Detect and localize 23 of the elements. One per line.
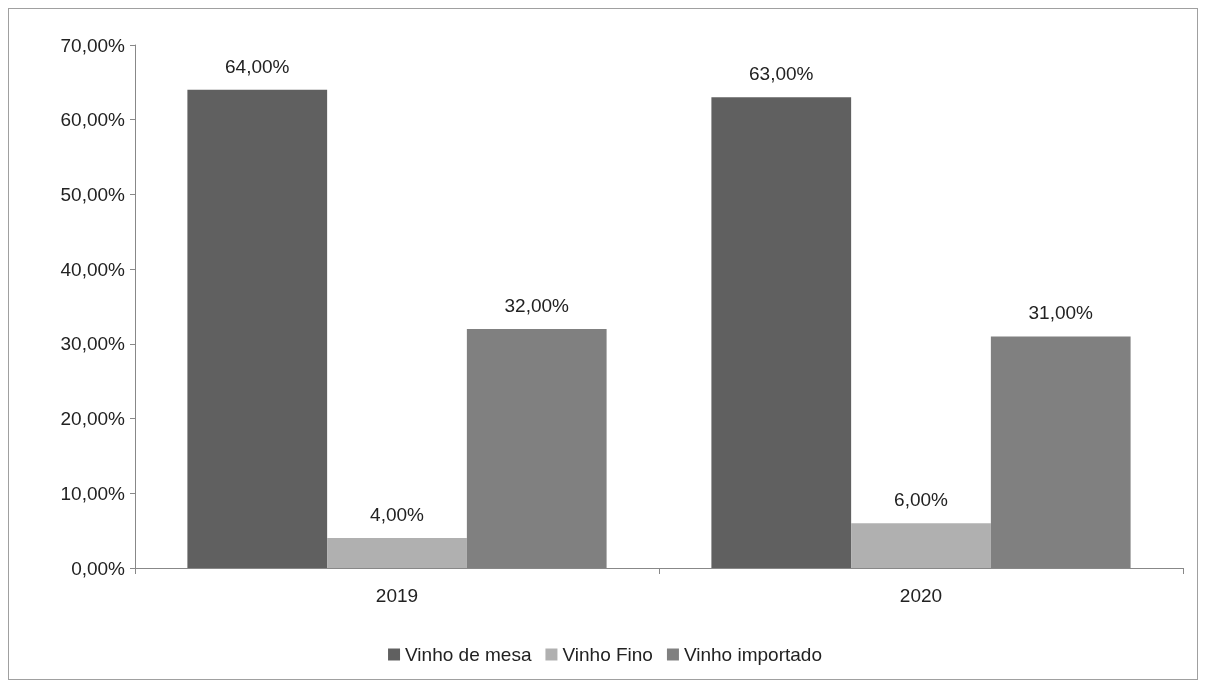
data-label: 64,00%: [225, 55, 290, 77]
y-tick-label: 20,00%: [60, 408, 126, 430]
legend-label: Vinho importado: [683, 644, 822, 665]
data-label: 32,00%: [504, 294, 570, 316]
x-tick-label: 2019: [375, 585, 419, 606]
bar: [187, 89, 328, 568]
y-tick-label: 40,00%: [60, 258, 126, 280]
legend-label: Vinho Fino: [562, 644, 653, 665]
legend-label: Vinho de mesa: [405, 644, 532, 665]
data-label: 63,00%: [749, 63, 814, 85]
bar: [711, 97, 852, 568]
x-tick-label: 2020: [899, 585, 943, 606]
y-tick-label: 70,00%: [60, 34, 126, 56]
bar: [851, 523, 991, 568]
bar: [327, 538, 467, 568]
y-tick-label: 30,00%: [60, 333, 126, 355]
y-tick-label: 60,00%: [60, 109, 126, 131]
y-tick-label: 10,00%: [60, 482, 126, 504]
y-tick-label: 50,00%: [60, 183, 126, 205]
y-tick-label: 0,00%: [71, 557, 126, 579]
data-label: 31,00%: [1028, 302, 1094, 324]
data-label: 4,00%: [370, 504, 425, 526]
data-label: 6,00%: [894, 489, 949, 511]
